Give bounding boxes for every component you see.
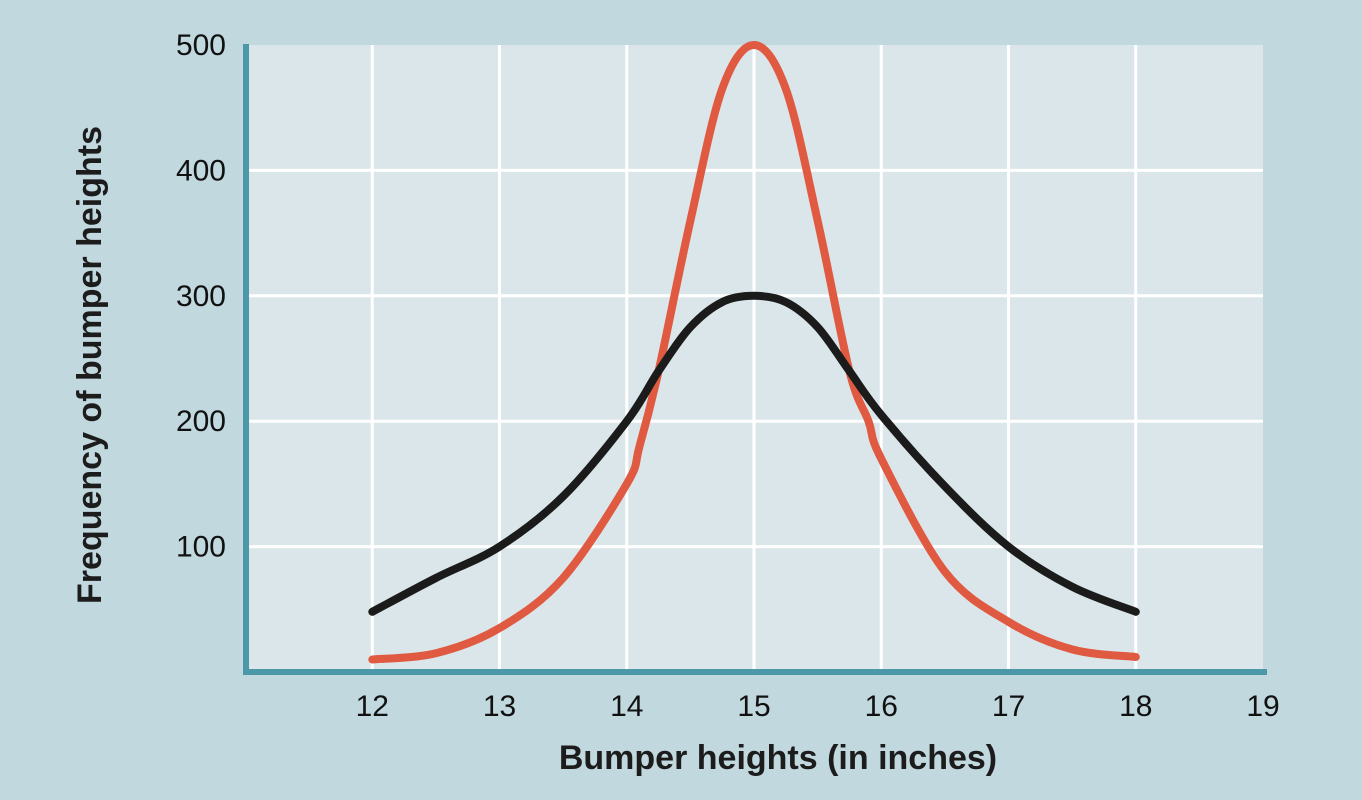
x-tick-label-7: 19 [1246,690,1279,723]
y-tick-label-4: 500 [176,29,226,62]
series-line-1 [368,291,1140,616]
x-axis-title: Bumper heights (in inches) [559,739,997,777]
x-tick-label-3: 15 [737,690,770,723]
series-group [368,41,1140,664]
y-tick-labels: 100 200 300 400 500 [176,29,226,564]
axes [243,44,1267,675]
x-tick-label-0: 12 [356,690,389,723]
y-tick-label-0: 100 [176,531,226,564]
y-tick-label-2: 300 [176,280,226,313]
x-tick-labels: 12 13 14 15 16 17 18 19 [356,690,1280,723]
x-tick-label-1: 13 [483,690,516,723]
y-axis-title: Frequency of bumper heights [71,126,109,604]
y-tick-label-1: 200 [176,405,226,438]
x-tick-label-4: 16 [865,690,898,723]
x-tick-label-5: 17 [992,690,1025,723]
x-tick-label-2: 14 [610,690,643,723]
series-line-0 [368,41,1140,664]
y-tick-label-3: 400 [176,154,226,187]
x-tick-label-6: 18 [1119,690,1152,723]
